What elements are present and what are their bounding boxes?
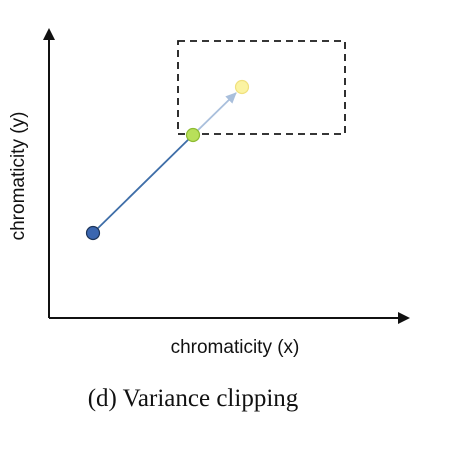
clip-to-target-arrow — [192, 92, 237, 136]
clipped-point — [185, 127, 201, 143]
history-to-clip-arrow — [92, 134, 194, 234]
current-sample-point — [234, 79, 250, 95]
history-sample-point — [85, 225, 101, 241]
y-axis-label: chromaticity (y) — [8, 112, 29, 241]
x-axis-label: chromaticity (x) — [171, 337, 300, 358]
variance-clip-box — [177, 40, 346, 135]
figure-caption: (d) Variance clipping — [88, 385, 299, 412]
